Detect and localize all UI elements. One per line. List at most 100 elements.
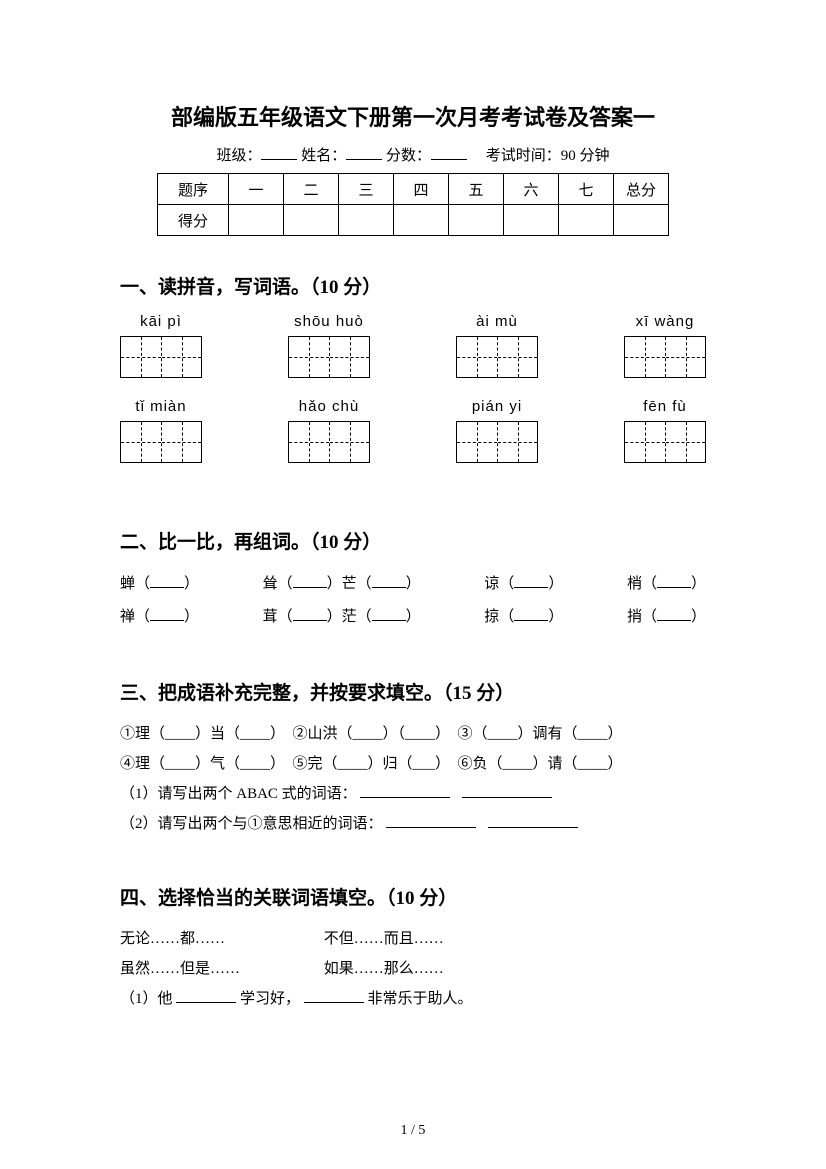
fill-blank[interactable] <box>304 988 364 1003</box>
word: ）芒（ <box>327 576 372 592</box>
sentence-part: 非常乐于助人。 <box>368 991 473 1007</box>
word: ） <box>406 576 421 592</box>
section2-heading: 二、比一比，再组词。（10 分） <box>120 527 706 554</box>
name-blank[interactable] <box>346 145 382 160</box>
section3-heading: 三、把成语补充完整，并按要求填空。（15 分） <box>120 678 706 705</box>
fill-blank[interactable] <box>514 573 548 588</box>
char-grid[interactable] <box>456 336 538 378</box>
compare-line-2: 禅（ ） 茸（ ）茫（ ） 掠（ ） 捎（ ） <box>120 601 706 634</box>
pinyin-item: ài mù <box>456 313 538 378</box>
class-blank[interactable] <box>261 145 297 160</box>
fill-blank[interactable] <box>462 783 552 798</box>
word: ） <box>184 609 199 625</box>
fill-blank[interactable] <box>514 606 548 621</box>
char-grid[interactable] <box>624 336 706 378</box>
word: ） <box>548 609 563 625</box>
conjunction-option: 虽然……但是…… <box>120 954 320 984</box>
fill-blank[interactable] <box>372 573 406 588</box>
pinyin-label: kāi pì <box>140 313 182 330</box>
score-cell[interactable] <box>339 205 394 236</box>
word: ） <box>548 576 563 592</box>
score-cell[interactable] <box>449 205 504 236</box>
word: 茸（ <box>263 609 293 625</box>
score-header-cell: 三 <box>339 174 394 205</box>
score-header-cell: 二 <box>284 174 339 205</box>
score-label: 分数： <box>386 148 431 164</box>
score-blank[interactable] <box>431 145 467 160</box>
score-cell[interactable] <box>229 205 284 236</box>
student-info-line: 班级： 姓名： 分数： 考试时间：90 分钟 <box>120 144 706 165</box>
pinyin-row-2: tǐ miàn hǎo chù pián yi fēn fù <box>120 398 706 463</box>
word: 捎（ <box>627 609 657 625</box>
score-table-header-row: 题序 一 二 三 四 五 六 七 总分 <box>157 174 668 205</box>
word: ） <box>691 576 706 592</box>
word: ） <box>406 609 421 625</box>
pinyin-item: kāi pì <box>120 313 202 378</box>
sub-question-label: （1）请写出两个 ABAC 式的词语： <box>120 786 357 802</box>
score-table: 题序 一 二 三 四 五 六 七 总分 得分 <box>157 173 669 236</box>
score-cell[interactable] <box>394 205 449 236</box>
section3-sub2: （2）请写出两个与①意思相近的词语： <box>120 809 706 839</box>
section4-options-line2: 虽然……但是…… 如果……那么…… <box>120 954 706 984</box>
sentence-part: （1）他 <box>120 991 173 1007</box>
pinyin-item: shōu huò <box>288 313 370 378</box>
fill-blank[interactable] <box>293 606 327 621</box>
pinyin-row-1: kāi pì shōu huò ài mù xī wàng <box>120 313 706 378</box>
word: 耸（ <box>263 576 293 592</box>
word: 禅（ <box>120 609 150 625</box>
char-grid[interactable] <box>120 336 202 378</box>
word: 梢（ <box>627 576 657 592</box>
section3-line1: ①理（____）当（____） ②山洪（____）（____） ③（____）调… <box>120 719 706 749</box>
char-grid[interactable] <box>120 421 202 463</box>
fill-blank[interactable] <box>657 573 691 588</box>
section4-heading: 四、选择恰当的关联词语填空。（10 分） <box>120 883 706 910</box>
char-grid[interactable] <box>624 421 706 463</box>
pinyin-item: tǐ miàn <box>120 398 202 463</box>
section4-options-line1: 无论……都…… 不但……而且…… <box>120 924 706 954</box>
fill-blank[interactable] <box>150 573 184 588</box>
score-cell[interactable] <box>559 205 614 236</box>
pinyin-item: pián yi <box>456 398 538 463</box>
score-table-value-row: 得分 <box>157 205 668 236</box>
sub-question-label: （2）请写出两个与①意思相近的词语： <box>120 816 383 832</box>
fill-blank[interactable] <box>293 573 327 588</box>
score-cell[interactable] <box>504 205 559 236</box>
fill-blank[interactable] <box>488 813 578 828</box>
word: ）茫（ <box>327 609 372 625</box>
fill-blank[interactable] <box>386 813 476 828</box>
char-grid[interactable] <box>288 421 370 463</box>
pinyin-label: hǎo chù <box>299 398 359 415</box>
pinyin-label: pián yi <box>472 398 522 415</box>
score-header-cell: 五 <box>449 174 504 205</box>
section3-sub1: （1）请写出两个 ABAC 式的词语： <box>120 779 706 809</box>
fill-blank[interactable] <box>657 606 691 621</box>
exam-time-label: 考试时间：90 分钟 <box>486 148 610 164</box>
sentence-part: 学习好， <box>240 991 300 1007</box>
pinyin-item: hǎo chù <box>288 398 370 463</box>
score-row-label: 得分 <box>157 205 228 236</box>
score-cell[interactable] <box>284 205 339 236</box>
fill-blank[interactable] <box>150 606 184 621</box>
conjunction-option: 如果……那么…… <box>324 961 444 977</box>
char-grid[interactable] <box>288 336 370 378</box>
section3-line2: ④理（____）气（____） ⑤完（____）归（___） ⑥负（____）请… <box>120 749 706 779</box>
pinyin-label: xī wàng <box>636 313 695 330</box>
pinyin-label: fēn fù <box>643 398 687 415</box>
word: ） <box>691 609 706 625</box>
section4-item1: （1）他 学习好， 非常乐于助人。 <box>120 984 706 1014</box>
fill-blank[interactable] <box>176 988 236 1003</box>
fill-blank[interactable] <box>360 783 450 798</box>
word: ） <box>184 576 199 592</box>
score-header-cell: 四 <box>394 174 449 205</box>
score-header-cell: 六 <box>504 174 559 205</box>
score-header-cell: 七 <box>559 174 614 205</box>
word: 蝉（ <box>120 576 150 592</box>
fill-blank[interactable] <box>372 606 406 621</box>
word: 掠（ <box>484 609 514 625</box>
conjunction-option: 无论……都…… <box>120 924 320 954</box>
compare-line-1: 蝉（） 耸（）芒（） 谅（） 梢（） <box>120 568 706 601</box>
score-cell[interactable] <box>614 205 669 236</box>
pinyin-item: xī wàng <box>624 313 706 378</box>
score-header-cell: 总分 <box>614 174 669 205</box>
char-grid[interactable] <box>456 421 538 463</box>
